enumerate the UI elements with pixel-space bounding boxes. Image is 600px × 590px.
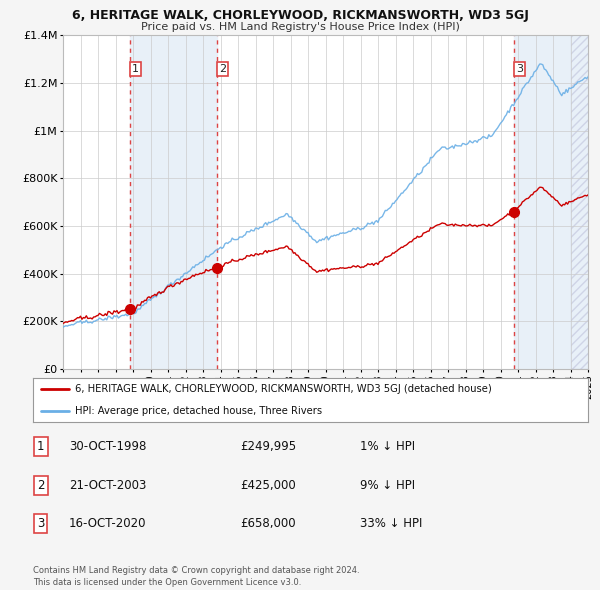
Text: 30-OCT-1998: 30-OCT-1998 [69,440,146,454]
Bar [571,35,597,369]
Text: 21-OCT-2003: 21-OCT-2003 [69,478,146,492]
Bar [514,35,588,369]
Text: £249,995: £249,995 [240,440,296,454]
Text: Contains HM Land Registry data © Crown copyright and database right 2024.
This d: Contains HM Land Registry data © Crown c… [33,566,359,587]
Text: 33% ↓ HPI: 33% ↓ HPI [360,517,422,530]
Text: Price paid vs. HM Land Registry's House Price Index (HPI): Price paid vs. HM Land Registry's House … [140,22,460,32]
Text: 1: 1 [37,440,44,454]
Text: 3: 3 [516,64,523,74]
Text: 9% ↓ HPI: 9% ↓ HPI [360,478,415,492]
Text: £425,000: £425,000 [240,478,296,492]
Text: HPI: Average price, detached house, Three Rivers: HPI: Average price, detached house, Thre… [74,406,322,416]
Text: 16-OCT-2020: 16-OCT-2020 [69,517,146,530]
Text: 1% ↓ HPI: 1% ↓ HPI [360,440,415,454]
Text: 2: 2 [219,64,226,74]
Text: 3: 3 [37,517,44,530]
Bar [130,35,217,369]
Text: 1: 1 [132,64,139,74]
Bar [571,35,588,369]
Text: £658,000: £658,000 [240,517,296,530]
Text: 6, HERITAGE WALK, CHORLEYWOOD, RICKMANSWORTH, WD3 5GJ: 6, HERITAGE WALK, CHORLEYWOOD, RICKMANSW… [71,9,529,22]
Text: 2: 2 [37,478,44,492]
Text: 6, HERITAGE WALK, CHORLEYWOOD, RICKMANSWORTH, WD3 5GJ (detached house): 6, HERITAGE WALK, CHORLEYWOOD, RICKMANSW… [74,384,491,394]
